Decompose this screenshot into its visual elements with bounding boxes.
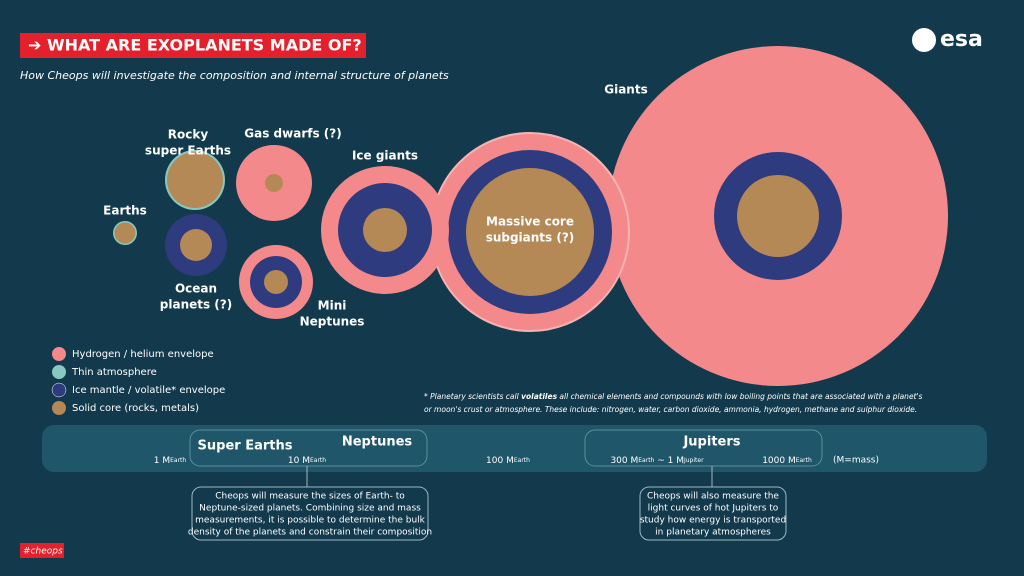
footnote-text: all chemical elements and compounds with…	[557, 392, 923, 401]
scale-bar	[42, 425, 987, 472]
group-label: Neptunes	[342, 435, 413, 450]
gas-dwarf-core	[265, 174, 283, 192]
mass-text: 10 M	[288, 456, 310, 466]
planet-label: Gas dwarfs (?)	[244, 127, 341, 141]
subtitle: How Cheops will investigate the composit…	[20, 69, 449, 82]
hashtag: #cheops	[23, 547, 63, 557]
mass-text: 1 M	[154, 456, 170, 466]
title-box	[20, 33, 366, 58]
giant-core	[737, 175, 819, 257]
callout-box	[639, 486, 787, 541]
callout-text: study how energy is transported	[640, 516, 786, 526]
planet-label: Ice giants	[352, 149, 418, 163]
legend-swatch	[52, 401, 66, 415]
mini-neptune-core	[264, 270, 288, 294]
callout-text: density of the planets and constrain the…	[188, 528, 432, 538]
mass-note: (M=mass)	[833, 456, 879, 466]
legend-swatch	[52, 347, 66, 361]
mass-label: 10 MEarth	[288, 456, 326, 466]
footnote-term: volatiles	[521, 392, 557, 401]
mass-sub: Earth	[514, 457, 530, 464]
ocean-core	[180, 229, 212, 261]
planets	[113, 46, 948, 386]
mass-text: 100 M	[486, 456, 514, 466]
planet-labels: Earths Rocky super Earths Gas dwarfs (?)…	[103, 83, 648, 329]
legend-swatch	[51, 382, 67, 398]
mass-label: 300 MEarth ~ 1 MJupiter	[610, 456, 704, 466]
group-label: Super Earths	[198, 439, 293, 454]
planet-label: subgiants (?)	[486, 231, 575, 245]
hashtag-box	[20, 543, 64, 558]
footnote: * Planetary scientists call volatiles al…	[424, 392, 923, 401]
mass-sub: Jupiter	[683, 457, 704, 464]
group-label: Jupiters	[682, 435, 740, 450]
callout-text: light curves of hot Jupiters to	[648, 504, 779, 514]
legend-label: Ice mantle / volatile* envelope	[72, 385, 225, 396]
callout-text: Cheops will measure the sizes of Earth- …	[215, 492, 405, 502]
legend-label: Thin atmosphere	[71, 367, 157, 378]
earth-core	[114, 222, 136, 244]
legend-label: Solid core (rocks, metals)	[72, 403, 199, 414]
legend: Hydrogen / helium envelope Thin atmosphe…	[51, 347, 225, 415]
callout-text: Neptune-sized planets. Combining size an…	[199, 504, 421, 514]
group-box	[189, 429, 428, 467]
mass-label: 100 MEarth	[486, 456, 530, 466]
logo-mark	[912, 28, 936, 52]
planet-label: Earths	[103, 204, 147, 218]
title: ➔ WHAT ARE EXOPLANETS MADE OF?	[28, 36, 362, 55]
planet-label: Rocky	[168, 128, 209, 142]
mass-text: 300 M	[610, 456, 638, 466]
subgiant-core	[466, 168, 594, 296]
mass-sub: Earth	[310, 457, 326, 464]
planet-label: super Earths	[145, 144, 231, 158]
callout-box	[191, 486, 429, 541]
super-earth-core	[167, 152, 223, 208]
legend-label: Hydrogen / helium envelope	[72, 349, 214, 360]
planet-label: Mini	[318, 299, 347, 313]
planet-label: Ocean	[175, 282, 217, 296]
planet-label: Neptunes	[300, 315, 365, 329]
footnote: or moon's crust or atmosphere. These inc…	[424, 405, 917, 414]
group-box	[584, 429, 823, 467]
callout-text: in planetary atmospheres	[655, 528, 771, 538]
mass-sub: Earth	[638, 457, 654, 464]
ice-giant-core	[363, 208, 407, 252]
callout-text: measurements, it is possible to determin…	[195, 516, 426, 526]
logo: esa	[940, 27, 983, 52]
mass-text: 1000 M	[762, 456, 796, 466]
mass-scale: Super Earths Neptunes Jupiters 1 MEarth …	[42, 425, 987, 472]
planet-label: Massive core	[486, 215, 574, 229]
legend-swatch	[52, 365, 66, 379]
mass-sub: Earth	[170, 457, 186, 464]
mass-label: 1000 MEarth	[762, 456, 812, 466]
callout-text: Cheops will also measure the	[647, 492, 779, 502]
planet-label: Giants	[604, 83, 647, 97]
mass-sub: Earth	[796, 457, 812, 464]
mass-label: 1 MEarth	[154, 456, 187, 466]
footnote-text: * Planetary scientists call	[424, 392, 521, 401]
mass-text: ~ 1 M	[654, 456, 684, 466]
callouts: Cheops will measure the sizes of Earth- …	[188, 466, 787, 541]
planet-label: planets (?)	[160, 298, 232, 312]
